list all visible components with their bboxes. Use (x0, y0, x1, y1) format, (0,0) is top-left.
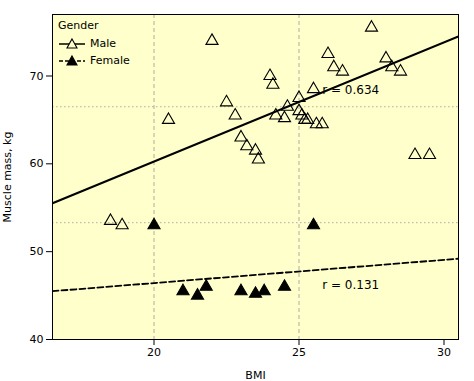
svg-text:r = 0.634: r = 0.634 (322, 83, 379, 97)
svg-text:60: 60 (30, 157, 44, 170)
svg-text:r = 0.131: r = 0.131 (322, 278, 379, 292)
html-text:Female: Female (90, 53, 130, 67)
svg-text:40: 40 (30, 333, 44, 346)
svg-text:30: 30 (437, 346, 451, 359)
svg-text:70: 70 (30, 70, 44, 83)
svg-text:BMI: BMI (245, 369, 265, 381)
html-text:Male: Male (90, 36, 117, 50)
svg-text:Muscle mass, kg: Muscle mass, kg (1, 132, 14, 223)
svg-text:50: 50 (30, 245, 44, 258)
svg-text:25: 25 (292, 346, 306, 359)
svg-text:20: 20 (147, 346, 161, 359)
html-text:Gender: Gender (58, 19, 99, 32)
